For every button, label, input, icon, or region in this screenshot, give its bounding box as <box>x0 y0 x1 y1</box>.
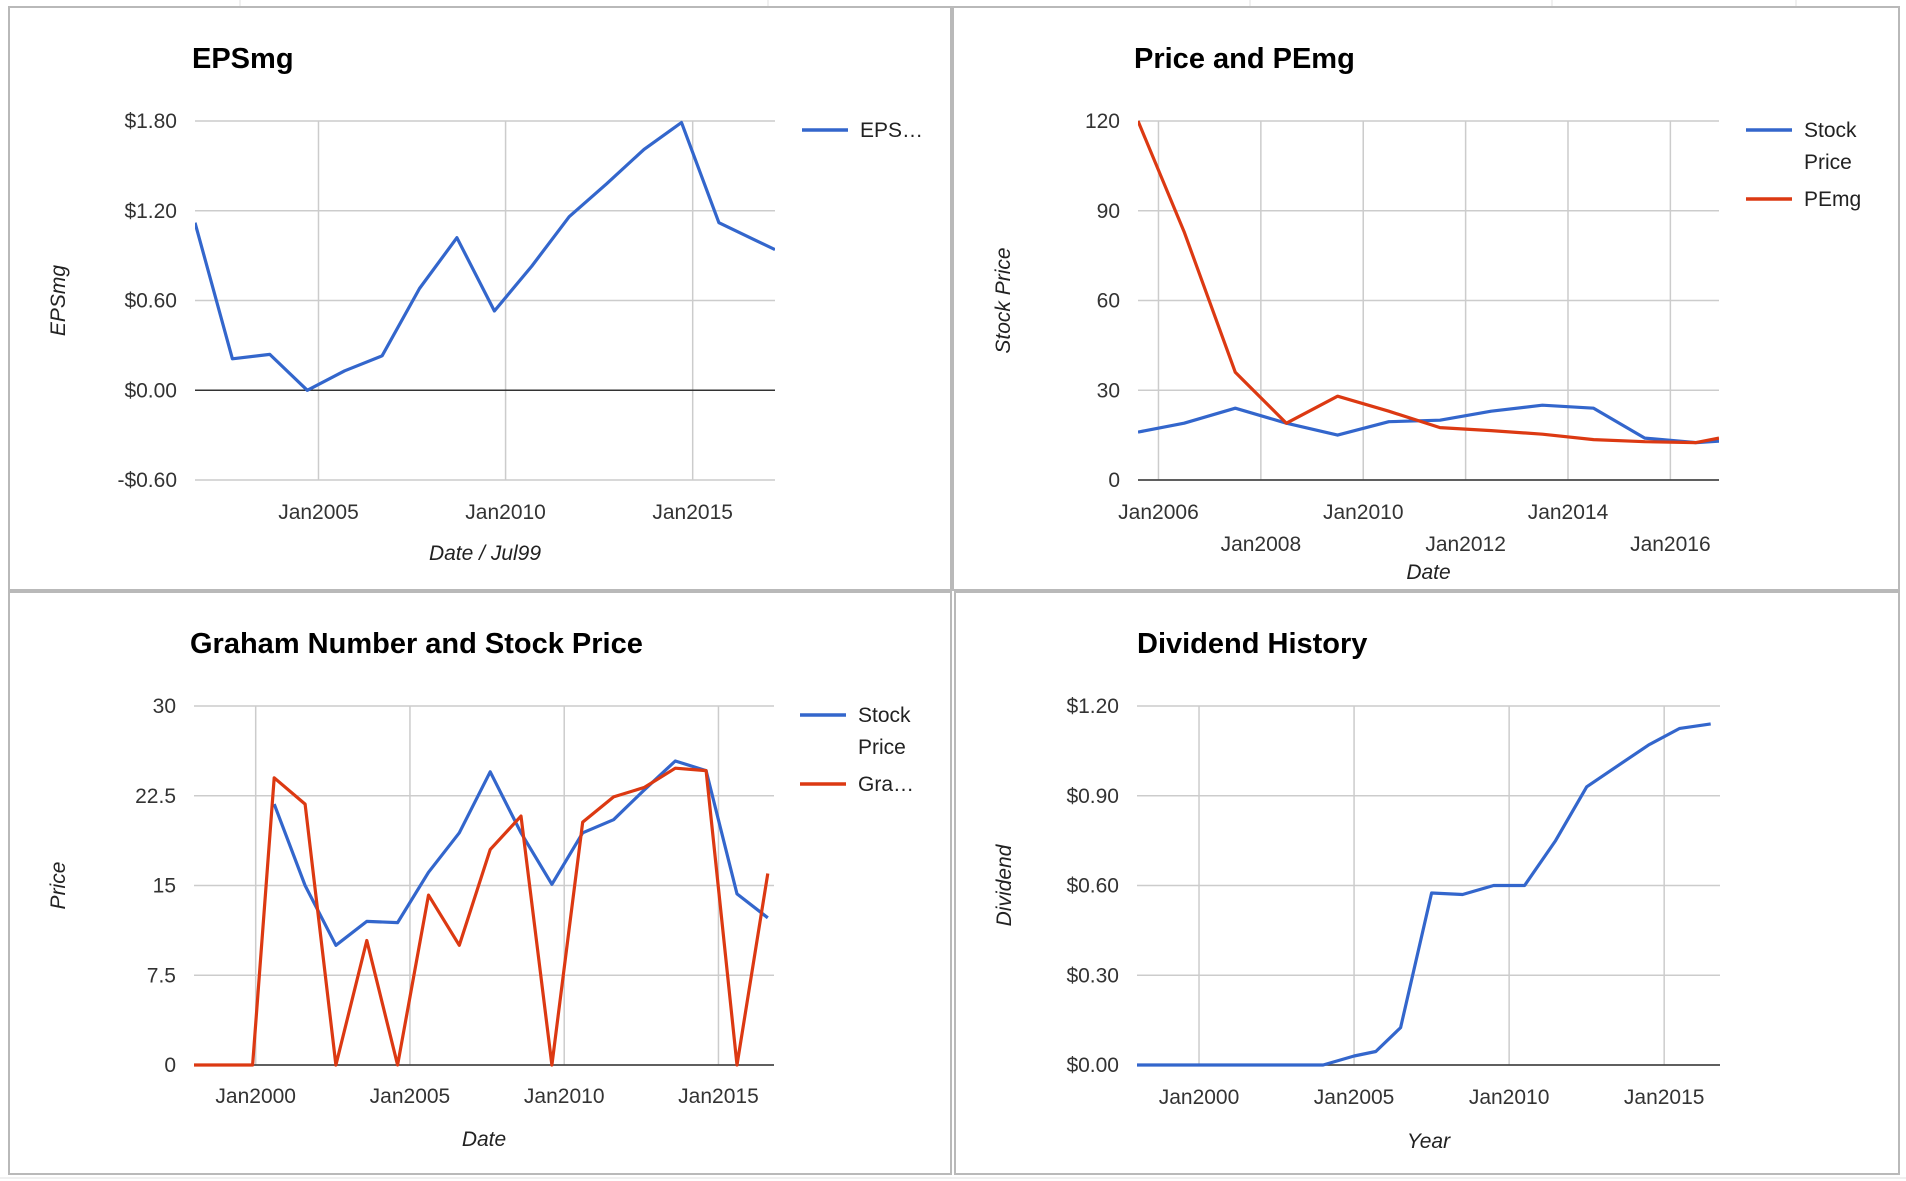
x-tick-label: Jan2012 <box>1425 533 1506 556</box>
y-tick-label: 0 <box>1108 469 1120 492</box>
legend-entry[interactable]: PEmg <box>1804 188 1861 211</box>
legend-entry[interactable]: EPS… <box>860 119 923 142</box>
chart-panel-dividend-history[interactable]: Dividend History $0.00 $0.30 $0.60 $0.90 $1.2… <box>954 591 1900 1175</box>
series-line-price-1[interactable] <box>1138 120 1719 445</box>
x-tick-label: Jan2006 <box>1118 501 1199 524</box>
x-tick-label: Jan2014 <box>1528 501 1609 524</box>
chart-epsmg: EPSmg -$0.60 $0.00 $0.60 $1.20 $1.80 Jan2005 Ja… <box>47 43 923 565</box>
series-line-graham-0[interactable] <box>272 759 769 947</box>
y-tick-label: $1.20 <box>1066 695 1119 718</box>
chart-dividend-history: Dividend History $0.00 $0.30 $0.60 $0.90 $1.2… <box>993 628 1720 1153</box>
y-tick-label: 7.5 <box>147 964 176 987</box>
series-line-eps-0[interactable] <box>195 120 775 392</box>
chart-title: EPSmg <box>192 43 294 75</box>
x-tick-label: Jan2010 <box>1469 1086 1550 1109</box>
x-axis-label: Year <box>1407 1130 1451 1153</box>
chart-panel-graham-number[interactable]: Graham Number and Stock Price 0 7.5 15 22.5 3… <box>8 591 952 1175</box>
y-tick-label: $0.00 <box>124 379 177 402</box>
x-axis-label: Date <box>462 1128 506 1151</box>
x-tick-label: Jan2005 <box>1314 1086 1395 1109</box>
y-axis-label: Stock Price <box>992 247 1015 353</box>
series-line-price-0[interactable] <box>1138 403 1719 445</box>
y-tick-label: 0 <box>164 1054 176 1077</box>
y-tick-label: 60 <box>1097 290 1120 313</box>
x-tick-label: Jan2015 <box>678 1085 759 1108</box>
y-tick-label: 22.5 <box>135 785 176 808</box>
x-axis-label: Date / Jul99 <box>429 542 541 565</box>
y-tick-label: $0.30 <box>1066 964 1119 987</box>
y-tick-label: $0.60 <box>124 290 177 313</box>
x-tick-label: Jan2000 <box>1159 1086 1240 1109</box>
y-tick-label: 15 <box>153 875 176 898</box>
y-tick-label: $1.20 <box>124 200 177 223</box>
y-tick-label: -$0.60 <box>117 469 177 492</box>
series-line-dividend-0[interactable] <box>1137 722 1711 1067</box>
legend-entry[interactable]: Stock Price <box>858 704 911 759</box>
y-tick-label: $0.90 <box>1066 785 1119 808</box>
chart-panel-epsmg[interactable]: EPSmg -$0.60 $0.00 $0.60 $1.20 $1.80 Jan2005 Ja… <box>8 6 952 591</box>
x-tick-label: Jan2005 <box>278 501 359 524</box>
x-tick-label: Jan2000 <box>215 1085 296 1108</box>
y-axis-label: Dividend <box>993 843 1016 926</box>
chart-title: Price and PEmg <box>1134 43 1355 75</box>
y-tick-label: $0.60 <box>1066 875 1119 898</box>
y-tick-label: 120 <box>1085 110 1120 133</box>
chart-title: Graham Number and Stock Price <box>190 628 643 660</box>
chart-title: Dividend History <box>1137 628 1367 660</box>
y-tick-label: 30 <box>1097 379 1120 402</box>
x-tick-label: Jan2015 <box>652 501 733 524</box>
x-tick-label: Jan2005 <box>370 1085 451 1108</box>
y-tick-label: 90 <box>1097 200 1120 223</box>
chart-price-pemg: Price and PEmg 0 30 60 90 120 Jan2006 Jan2008 Ja… <box>992 43 1861 584</box>
y-tick-label: $1.80 <box>124 110 177 133</box>
series-line-graham-1[interactable] <box>194 766 770 1067</box>
y-axis-label: EPSmg <box>47 265 70 337</box>
x-tick-label: Jan2008 <box>1221 533 1302 556</box>
x-tick-label: Jan2010 <box>1323 501 1404 524</box>
x-axis-label: Date <box>1406 561 1450 584</box>
y-tick-label: 30 <box>153 695 176 718</box>
x-tick-label: Jan2010 <box>465 501 546 524</box>
x-tick-label: Jan2016 <box>1630 533 1711 556</box>
chart-graham-number: Graham Number and Stock Price 0 7.5 15 22.5 3… <box>47 628 914 1151</box>
chart-panel-price-pemg[interactable]: Price and PEmg 0 30 60 90 120 Jan2006 Jan2008 Ja… <box>952 6 1900 591</box>
legend-entry[interactable]: Stock Price <box>1804 119 1857 174</box>
legend-entry[interactable]: Gra… <box>858 773 914 796</box>
y-axis-label: Price <box>47 862 70 910</box>
x-tick-label: Jan2010 <box>524 1085 605 1108</box>
x-tick-label: Jan2015 <box>1624 1086 1705 1109</box>
y-tick-label: $0.00 <box>1066 1054 1119 1077</box>
